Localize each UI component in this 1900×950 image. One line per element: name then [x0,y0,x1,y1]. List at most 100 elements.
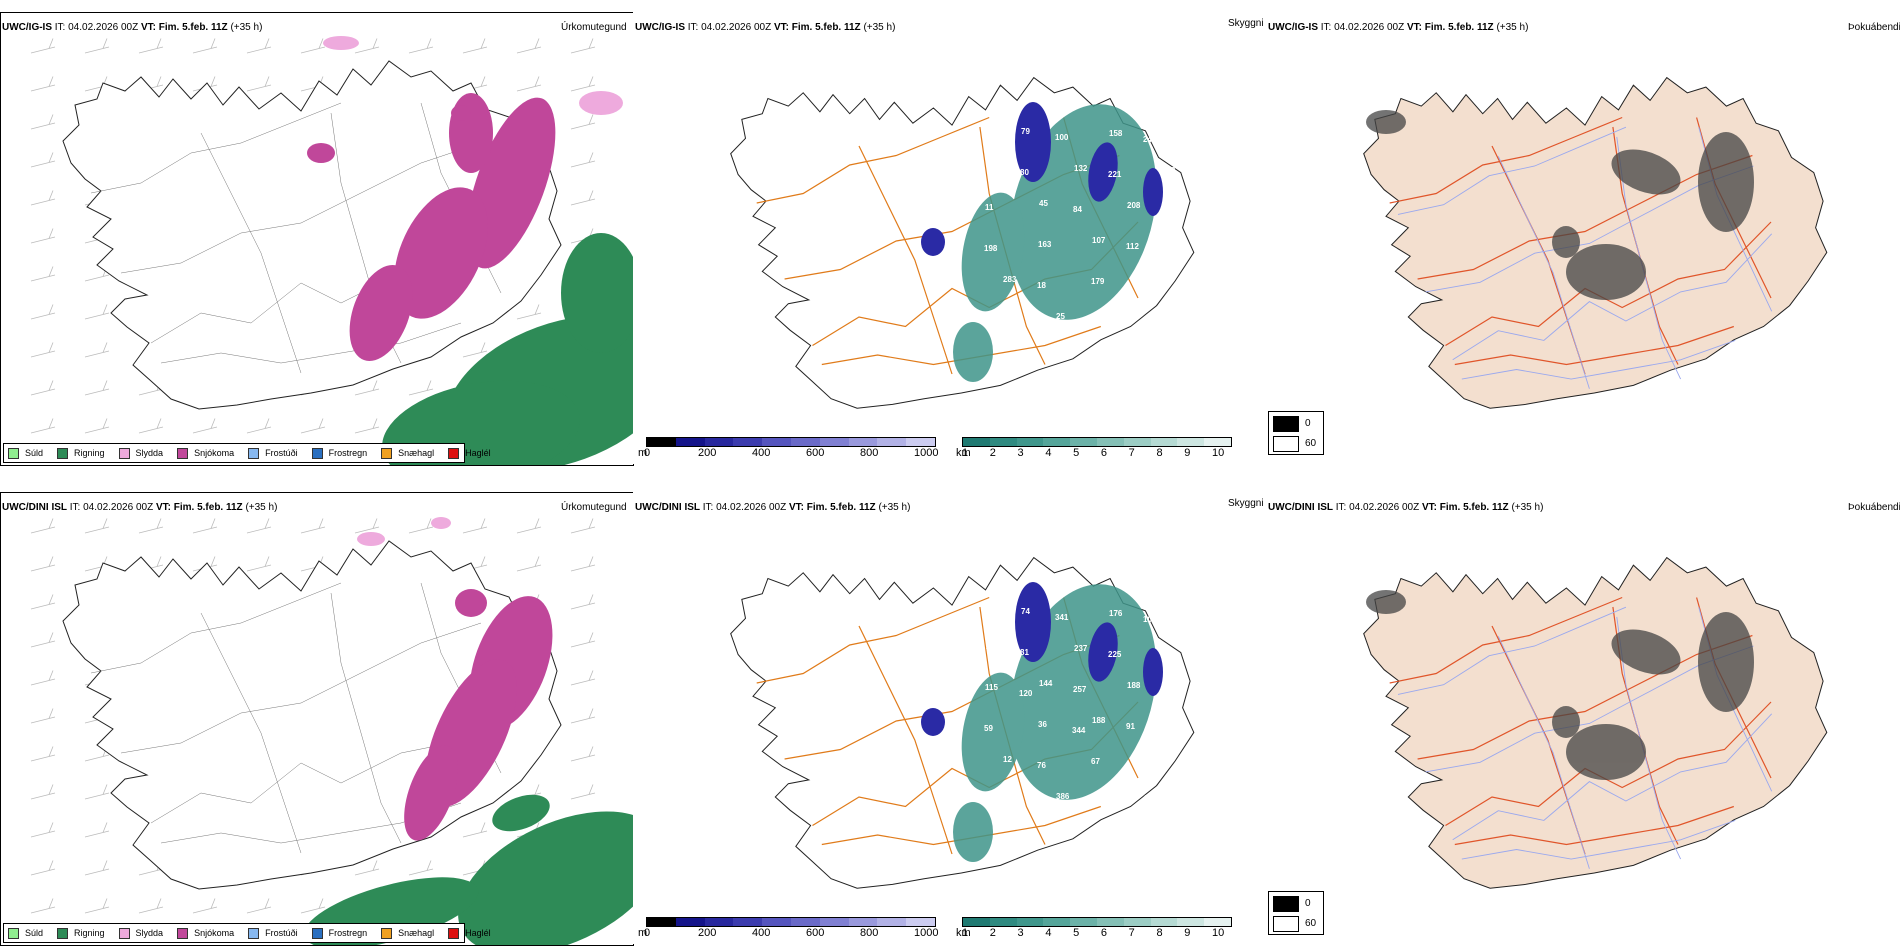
wind-barb [570,114,596,130]
fog-panel-top [1266,12,1900,464]
colorbar-segment [1204,438,1231,446]
fog-area [1566,244,1646,300]
legend-item: Rigning [57,927,105,939]
legend-label: Rigning [74,448,105,458]
cloud-base-label: 119 [1145,753,1158,762]
legend-swatch [118,447,130,459]
colorbar-segment [963,918,990,926]
wind-barb [30,152,56,168]
visibility-colorbar-top [962,437,1232,447]
cloud-base-label: 17 [1090,798,1099,807]
fog-panel-bottom [1266,492,1900,944]
cloud-base-label: 188 [1127,681,1141,690]
colorbar-segment [762,918,791,926]
snow-area [449,93,493,173]
wind-barb [246,556,272,572]
wind-barb [570,556,596,572]
cloud-base-label: 11 [985,203,994,212]
cloud-base-label: 16 [1161,687,1170,696]
colorbar-segment [733,918,763,926]
low-visibility-area [953,802,993,862]
legend-item: Frostregn [311,927,367,939]
cloud-base-label: 152 [1161,207,1175,216]
legend-label: Snjókoma [194,448,235,458]
colorbar-segment [989,438,1017,446]
cloud-base-label: 188 [1092,716,1106,725]
colorbar-segment [647,438,676,446]
wind-barb [354,518,380,534]
legend-label: Frostúði [265,448,298,458]
colorbar-segment [790,918,820,926]
cloud-base-label: 225 [1108,650,1122,659]
colorbar-segment [1070,438,1097,446]
wind-barb [138,418,164,434]
colorbar-tick: 1000 [914,447,939,459]
cloud-base-label: 22 [1145,273,1154,282]
cloud-visibility-map-bottom: 186 206 144 188 119 201 74 237 188 177 12 386 176 73 1… [730,556,1195,889]
colorbar-segment [819,438,849,446]
cloud-base-label: 158 [1109,129,1123,138]
wind-barb [300,518,326,534]
precip-type-map-bottom [30,517,633,945]
colorbar-tick: 5 [1073,447,1080,459]
wind-barb [516,38,542,54]
wind-barb [570,708,596,724]
colorbar-tick: 600 [806,927,825,939]
wind-barb [462,822,488,838]
cloud-base-label: 21 [1144,794,1153,803]
legend-item: Frostúði [248,927,298,939]
colorbar-segment [675,918,705,926]
wind-barb [84,304,110,320]
legend-item: Slydda [118,447,163,459]
fog-area [1552,226,1580,258]
colorbar-tick: 200 [698,447,717,459]
snow-area [307,143,335,163]
colorbar-segment [1016,918,1044,926]
cloud-base-label: 74 [1021,607,1030,616]
legend-swatch [448,447,460,459]
legend-item: Haglél [448,447,491,459]
wind-barb [570,784,596,800]
low-visibility-area [953,322,993,382]
wind-barb [192,38,218,54]
cloud-base-label: 67 [1091,757,1100,766]
wind-barb [570,152,596,168]
low-cloud-base-area [1015,102,1051,182]
fog-title-top: UWC/IG-IS IT: 04.02.2026 00Z VT: Fim. 5.… [1268,22,1529,33]
colorbar-tick: 800 [860,447,879,459]
cloud-base-label: 144 [1039,679,1053,688]
wind-barb [408,380,434,396]
sleet-area [357,532,385,546]
fog-map-top [1363,76,1828,409]
precip-title-bottom: UWC/DINI ISL IT: 04.02.2026 00Z VT: Fim.… [2,502,278,513]
cloud-base-label: 12 [1003,755,1012,764]
fog-area [1611,629,1681,675]
colorbar-tick: 3 [1017,927,1024,939]
wind-barb [516,76,542,92]
cloud-base-label: 40 [1144,314,1153,323]
cloud-base-label: 80 [1020,168,1029,177]
wind-barb [30,342,56,358]
legend-item: Snæhagl [381,927,434,939]
wind-barb [246,38,272,54]
sleet-area [579,91,623,115]
colorbar-tick: 800 [860,927,879,939]
colorbar-tick: 8 [1156,927,1163,939]
cloud-visibility-panel-top: 87 124 45 107 22 121 79 132 208 210 283 25 158 309 11 1… [633,12,1265,464]
legend-label: Haglél [465,448,491,458]
colorbar-tick: 1000 [914,927,939,939]
cloud-base-label: 124 [986,162,1000,171]
cloud-base-label: 121 [968,310,982,319]
cloud-base-label: 25 [1056,312,1065,321]
wind-barb [354,380,380,396]
colorbar-tick: 1 [962,447,969,459]
cloud-base-label: 73 [1162,646,1171,655]
wind-barb [516,518,542,534]
wind-barb [138,898,164,914]
colorbar-unit: m [638,927,648,939]
precip-legend-top: Súld Rigning Slydda Snjókoma Frostúði Frostre… [3,443,491,463]
cloud-base-labels-top: 87 124 45 107 22 121 79 132 208 210 283 25 158 309 11 1… [933,125,1176,327]
cloud-base-label: 36 [1038,720,1047,729]
cloud-base-label: 210 [950,238,964,247]
low-cloud-base-area [1143,168,1163,216]
